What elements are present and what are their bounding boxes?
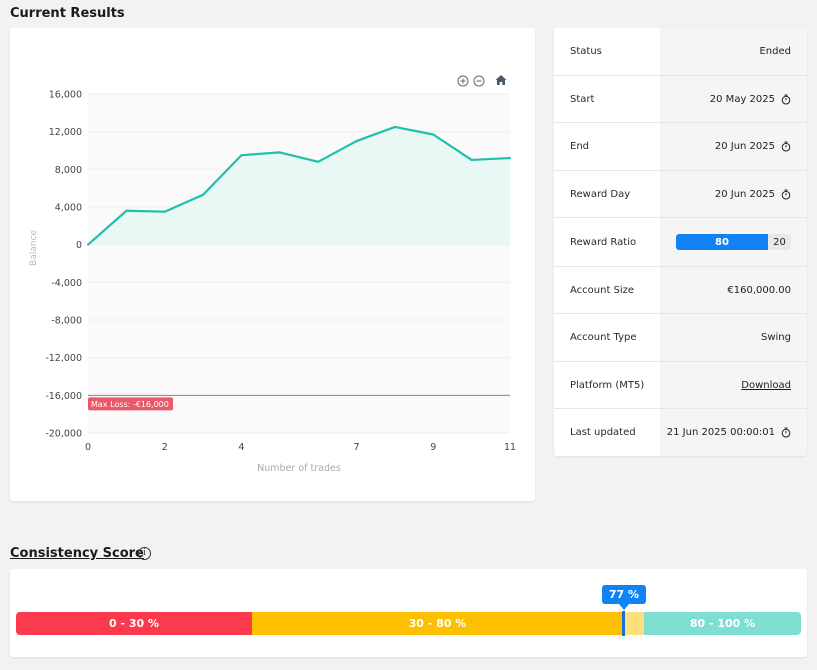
score-marker — [622, 611, 625, 636]
consistency-segment-low: 0 - 30 % — [16, 612, 252, 635]
platform-value: Download — [660, 362, 807, 408]
account-type-value: Swing — [660, 314, 807, 361]
info-row-reward-ratio: Reward Ratio 80 20 — [554, 218, 807, 267]
x-tick-label: 7 — [354, 442, 360, 453]
balance-point — [202, 193, 205, 196]
y-tick-label: 12,000 — [49, 127, 82, 138]
x-tick-label: 2 — [162, 442, 168, 453]
start-value: 20 May 2025 — [660, 76, 807, 122]
start-date: 20 May 2025 — [709, 93, 775, 105]
reward-ratio-label: Reward Ratio — [570, 236, 637, 248]
balance-point — [278, 151, 281, 154]
x-axis-label: Number of trades — [257, 463, 341, 474]
balance-chart: Max Loss: -€16,000 16,000 12,000 8,000 4,00… — [29, 90, 516, 475]
info-row-platform: Platform (MT5) Download — [554, 362, 807, 409]
last-updated-time: 21 Jun 2025 00:00:01 — [666, 427, 775, 438]
balance-area — [88, 126, 510, 245]
balance-point — [125, 209, 128, 212]
balance-point — [240, 154, 243, 157]
balance-point — [87, 243, 89, 246]
stopwatch-icon — [781, 141, 791, 152]
reward-day-date: 20 Jun 2025 — [714, 188, 775, 200]
balance-point — [470, 158, 473, 161]
stopwatch-icon — [781, 427, 791, 438]
max-loss-badge — [88, 397, 173, 411]
end-value: 20 Jun 2025 — [660, 123, 807, 170]
status-label: Status — [570, 46, 602, 57]
last-updated-value: 21 Jun 2025 00:00:01 — [660, 409, 807, 456]
account-info-card: Status Ended Start 20 May 2025 End 20 Ju… — [554, 28, 807, 456]
balance-point — [355, 140, 358, 143]
account-size-label: Account Size — [570, 284, 635, 296]
balance-point — [432, 133, 435, 136]
last-updated-label: Last updated — [570, 427, 636, 438]
balance-point — [509, 157, 511, 160]
reward-day-value: 20 Jun 2025 — [660, 171, 807, 217]
x-tick-label: 0 — [85, 442, 91, 453]
consistency-segment-mid-tail — [623, 612, 644, 635]
y-tick-label: -16,000 — [45, 391, 82, 402]
y-tick-label: -20,000 — [45, 429, 82, 440]
download-link[interactable]: Download — [741, 379, 791, 391]
y-tick-label: -12,000 — [45, 353, 82, 364]
consistency-segment-high: 80 - 100 % — [644, 612, 801, 635]
zoom-in-icon[interactable] — [457, 75, 469, 87]
y-tick-label: 0 — [76, 240, 82, 251]
info-icon[interactable]: i — [138, 547, 151, 560]
status-value: Ended — [660, 28, 807, 75]
account-type-text: Swing — [761, 332, 791, 343]
platform-label: Platform (MT5) — [570, 379, 645, 391]
reward-day-label: Reward Day — [570, 188, 631, 200]
account-type-label: Account Type — [570, 332, 637, 343]
end-label: End — [570, 141, 590, 152]
score-bubble-pointer — [619, 604, 629, 610]
x-tick-label: 9 — [430, 442, 436, 453]
info-row-start: Start 20 May 2025 — [554, 76, 807, 123]
info-row-end: End 20 Jun 2025 — [554, 123, 807, 171]
y-tick-label: -8,000 — [51, 316, 82, 327]
start-label: Start — [570, 93, 595, 105]
home-icon[interactable] — [495, 74, 507, 86]
reward-ratio-trader-share: 80 — [676, 234, 768, 250]
status-value-text: Ended — [759, 46, 791, 57]
current-results-title: Current Results — [10, 6, 125, 21]
y-tick-label: -4,000 — [51, 278, 82, 289]
info-row-reward-day: Reward Day 20 Jun 2025 — [554, 171, 807, 218]
consistency-score-card: 0 - 30 % 30 - 80 % 80 - 100 % 77 % — [10, 569, 807, 657]
end-date: 20 Jun 2025 — [714, 141, 775, 152]
info-row-status: Status Ended — [554, 28, 807, 76]
zoom-out-icon[interactable] — [473, 75, 485, 87]
balance-line — [87, 125, 511, 246]
balance-chart-card: Max Loss: -€16,000 16,000 12,000 8,000 4,00… — [10, 28, 535, 501]
x-tick-label: 11 — [504, 442, 516, 453]
reward-ratio-firm-share: 20 — [768, 234, 791, 250]
stopwatch-icon — [781, 94, 791, 105]
balance-point — [393, 125, 396, 128]
y-tick-label: 4,000 — [55, 203, 82, 214]
info-row-account-type: Account Type Swing — [554, 314, 807, 362]
account-size-amount: €160,000.00 — [727, 284, 791, 296]
y-tick-label: 8,000 — [55, 165, 82, 176]
balance-point — [317, 160, 320, 163]
info-row-account-size: Account Size €160,000.00 — [554, 267, 807, 314]
score-bubble: 77 % — [602, 585, 646, 604]
account-size-value: €160,000.00 — [660, 267, 807, 313]
y-axis-label: Balance — [29, 230, 39, 266]
balance-point — [163, 210, 166, 213]
y-tick-label: 16,000 — [49, 90, 82, 101]
max-loss-label: Max Loss: -€16,000 — [91, 400, 169, 409]
info-row-last-updated: Last updated 21 Jun 2025 00:00:01 — [554, 409, 807, 456]
consistency-score-title[interactable]: Consistency Score — [10, 546, 144, 561]
x-tick-label: 4 — [238, 442, 244, 453]
stopwatch-icon — [781, 189, 791, 200]
consistency-segment-mid: 30 - 80 % — [252, 612, 623, 635]
